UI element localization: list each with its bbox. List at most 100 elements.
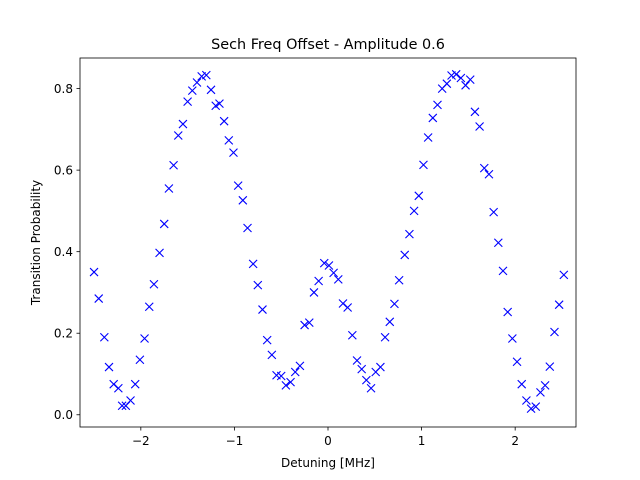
data-point [428, 113, 438, 123]
data-point [295, 361, 305, 371]
data-point [329, 268, 339, 278]
data-markers [89, 69, 569, 414]
x-tick-label: −1 [226, 434, 244, 448]
data-point [286, 377, 295, 387]
data-point [130, 379, 140, 389]
data-point [352, 356, 362, 365]
data-point [419, 160, 428, 170]
data-point [361, 375, 371, 385]
data-point [456, 73, 466, 83]
data-point [300, 320, 309, 330]
data-point [503, 307, 513, 317]
data-point [498, 266, 508, 276]
data-point [333, 275, 343, 284]
data-point [229, 148, 238, 157]
data-point [414, 191, 424, 201]
data-point [319, 258, 329, 268]
data-point [262, 335, 272, 345]
data-point [144, 302, 154, 312]
y-tick-label: 0.2 [54, 327, 73, 341]
data-point [113, 383, 123, 393]
data-point [357, 364, 367, 374]
x-tick-label: 0 [324, 434, 332, 448]
data-point [155, 248, 164, 258]
data-point [324, 261, 334, 270]
data-point [376, 362, 385, 372]
data-point [94, 294, 104, 303]
data-point [281, 381, 291, 390]
data-point [390, 299, 399, 309]
data-point [253, 280, 263, 290]
data-point [224, 135, 234, 145]
data-point [484, 169, 494, 179]
data-point [531, 402, 541, 412]
data-point [465, 75, 475, 84]
data-point [126, 396, 135, 405]
data-point [470, 107, 480, 117]
data-point [512, 357, 522, 367]
y-axis-label: Transition Probability [29, 180, 43, 306]
data-point [385, 317, 395, 327]
data-point [201, 70, 211, 80]
data-point [169, 160, 178, 170]
data-point [475, 122, 484, 131]
data-point [187, 86, 197, 96]
data-point [559, 270, 569, 280]
data-point [489, 207, 499, 217]
data-point [347, 330, 357, 340]
data-point [304, 318, 314, 328]
x-tick-label: −2 [132, 434, 150, 448]
data-point [99, 332, 109, 342]
x-tick-label: 2 [511, 434, 519, 448]
data-point [89, 267, 99, 277]
data-point [479, 163, 489, 173]
data-point [536, 387, 545, 397]
data-point [215, 99, 224, 109]
data-point [545, 362, 555, 372]
data-point [442, 79, 452, 89]
data-point [290, 367, 300, 377]
data-point [550, 327, 559, 337]
data-point [405, 229, 414, 239]
data-point [258, 305, 267, 314]
data-point [267, 350, 277, 360]
data-point [164, 184, 174, 193]
y-tick-label: 0.0 [54, 408, 73, 422]
chart-title: Sech Freq Offset - Amplitude 0.6 [211, 37, 445, 53]
data-point [400, 250, 410, 260]
data-point [233, 181, 243, 191]
data-point [117, 401, 127, 411]
y-axis-ticks: 0.0 0.2 0.4 0.6 0.8 [54, 82, 80, 422]
data-point [526, 404, 536, 414]
data-point [433, 100, 442, 110]
x-tick-label: 1 [418, 434, 426, 448]
data-point [183, 97, 193, 107]
data-point [243, 223, 252, 233]
data-point [309, 288, 319, 297]
data-point [394, 275, 404, 285]
data-point [409, 206, 419, 216]
x-axis-ticks: −2 −1 0 1 2 [132, 427, 519, 448]
data-point [461, 80, 470, 90]
data-point [540, 381, 550, 390]
data-point [140, 334, 149, 343]
data-point [173, 131, 183, 140]
y-tick-label: 0.6 [54, 163, 73, 177]
data-point [178, 119, 188, 129]
y-tick-label: 0.4 [54, 245, 73, 259]
data-point [159, 219, 169, 229]
data-point [219, 116, 229, 126]
data-point [135, 355, 145, 365]
data-point [276, 371, 286, 381]
data-point [149, 279, 159, 289]
data-point [554, 300, 564, 310]
x-axis-label: Detuning [MHz] [281, 456, 375, 470]
data-point [343, 303, 353, 312]
data-point [206, 85, 216, 95]
data-point [380, 332, 390, 342]
data-point [192, 78, 202, 87]
data-point [493, 238, 503, 248]
data-point [314, 276, 324, 286]
data-point [507, 334, 517, 343]
data-point [248, 259, 258, 269]
